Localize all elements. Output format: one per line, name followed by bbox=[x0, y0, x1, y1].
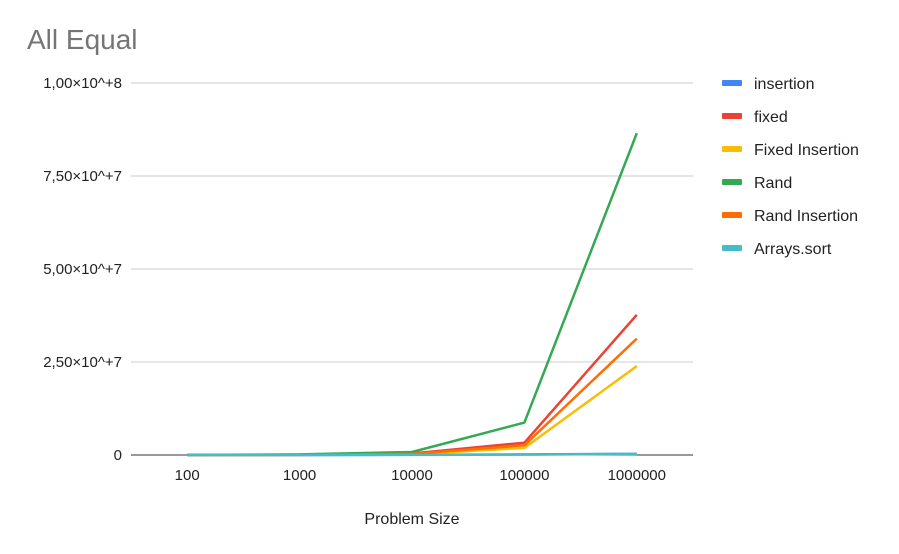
legend-label-rand: Rand bbox=[754, 175, 792, 192]
legend-swatch-arrays-sort bbox=[722, 245, 742, 251]
legend-swatch-rand bbox=[722, 179, 742, 185]
legend-label-fixed-insertion: Fixed Insertion bbox=[754, 142, 859, 159]
x-tick-label: 1000000 bbox=[608, 467, 666, 484]
series-line-fixed bbox=[187, 313, 638, 457]
x-axis-tick-labels: 100 1000 10000 100000 1000000 bbox=[175, 467, 666, 484]
y-tick-label: 7,50×10^+7 bbox=[43, 168, 122, 185]
legend-swatch-fixed-insertion bbox=[722, 146, 742, 152]
legend-label-rand-insertion: Rand Insertion bbox=[754, 208, 858, 225]
x-tick-label: 1000 bbox=[283, 467, 316, 484]
series-line-fixed-insertion bbox=[187, 365, 638, 457]
y-tick-label: 2,50×10^+7 bbox=[43, 354, 122, 371]
series-lines bbox=[187, 132, 638, 457]
legend-swatch-insertion bbox=[722, 80, 742, 86]
y-axis-tick-labels: 0 2,50×10^+7 5,00×10^+7 7,50×10^+7 1,00×10^+… bbox=[43, 75, 122, 464]
x-tick-label: 100000 bbox=[499, 467, 549, 484]
x-tick-label: 100 bbox=[175, 467, 200, 484]
y-tick-label: 5,00×10^+7 bbox=[43, 261, 122, 278]
legend-label-insertion: insertion bbox=[754, 76, 814, 93]
legend-label-arrays-sort: Arrays.sort bbox=[754, 241, 832, 258]
series-line-rand-insertion bbox=[187, 337, 638, 457]
y-tick-label: 0 bbox=[114, 447, 122, 464]
x-tick-label: 10000 bbox=[391, 467, 433, 484]
legend-swatch-fixed bbox=[722, 113, 742, 119]
y-tick-label: 1,00×10^+8 bbox=[43, 75, 122, 92]
series-line-rand bbox=[187, 132, 638, 457]
legend-label-fixed: fixed bbox=[754, 109, 788, 126]
legend-swatch-rand-insertion bbox=[722, 212, 742, 218]
legend: insertion fixed Fixed Insertion Rand Rand In… bbox=[722, 76, 859, 258]
series-line-arrays-sort bbox=[187, 452, 637, 457]
x-axis-title: Problem Size bbox=[364, 511, 459, 528]
chart-title: All Equal bbox=[27, 24, 138, 55]
gridlines bbox=[131, 82, 693, 456]
